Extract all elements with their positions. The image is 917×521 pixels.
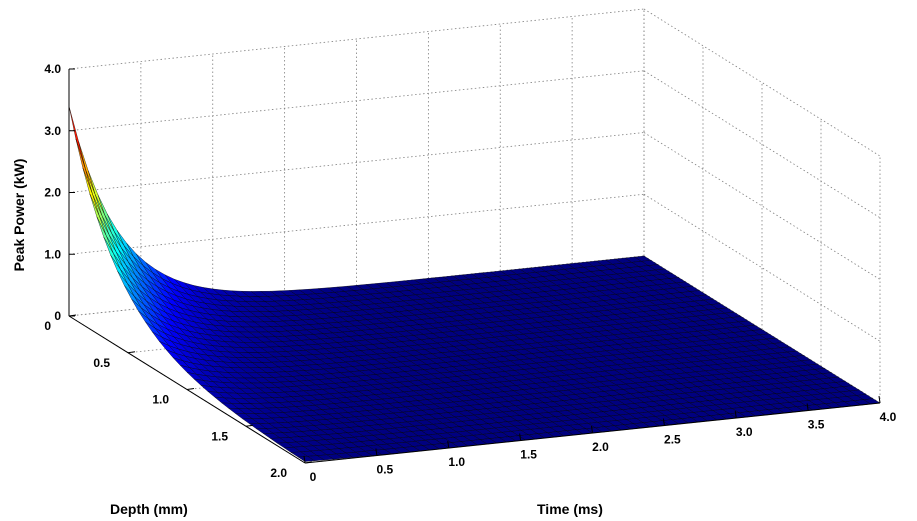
gridline (68, 8, 645, 70)
surface-cell (75, 139, 93, 195)
x-tick-label: 3.5 (808, 418, 825, 432)
x-tick-mark (303, 455, 306, 464)
gridline (643, 8, 881, 157)
x-tick-mark (734, 410, 737, 419)
y-tick-label: 0 (44, 319, 51, 333)
z-axis-label: Peak Power (kW) (11, 159, 27, 272)
x-axis-label: Time (ms) (537, 501, 603, 517)
y-tick-mark (245, 424, 254, 427)
gridline (68, 132, 645, 193)
y-tick-label: 0.5 (93, 356, 110, 370)
x-tick-label: 0 (310, 470, 317, 484)
y-tick-mark (68, 314, 77, 317)
x-tick-label: 3.0 (736, 425, 753, 439)
y-tick-mark (127, 351, 136, 354)
y-tick-mark (304, 461, 313, 464)
gridline (68, 70, 645, 132)
surface-cell (78, 141, 96, 195)
surface-cell (85, 169, 103, 216)
surface-mesh (68, 106, 881, 462)
y-tick-label: 1.5 (211, 429, 228, 443)
x-tick-label: 0.5 (377, 463, 394, 477)
z-tick-label: 4.0 (44, 62, 61, 76)
z-tick-label: 3.0 (44, 124, 61, 138)
z-tick-label: 1.0 (44, 247, 61, 261)
surface-cell (68, 106, 86, 170)
z-tick-label: 2.0 (44, 186, 61, 200)
tick-labels: 0 1.0 2.0 3.0 4.0 0 0.5 1.0 1.5 2.0 0 0.5 1.0 1.5 2.0 2… (44, 62, 896, 484)
x-tick-label: 1.0 (448, 455, 465, 469)
x-tick-label: 4.0 (880, 410, 897, 424)
x-tick-label: 1.5 (520, 448, 537, 462)
y-tick-label: 2.0 (270, 466, 287, 480)
x-tick-mark (447, 440, 450, 449)
y-tick-mark (186, 388, 195, 390)
y-tick-label: 1.0 (152, 393, 169, 407)
x-tick-mark (591, 425, 593, 434)
x-tick-label: 2.5 (664, 433, 681, 447)
x-tick-mark (662, 418, 665, 426)
y-axis-label: Depth (mm) (110, 501, 188, 517)
x-tick-mark (519, 433, 522, 441)
z-tick-label: 0 (54, 309, 61, 323)
x-tick-label: 2.0 (592, 440, 609, 454)
x-tick-mark (375, 448, 378, 456)
x-tick-mark (878, 395, 881, 404)
axes (68, 68, 881, 464)
gridline (68, 193, 645, 255)
x-tick-mark (806, 403, 809, 411)
